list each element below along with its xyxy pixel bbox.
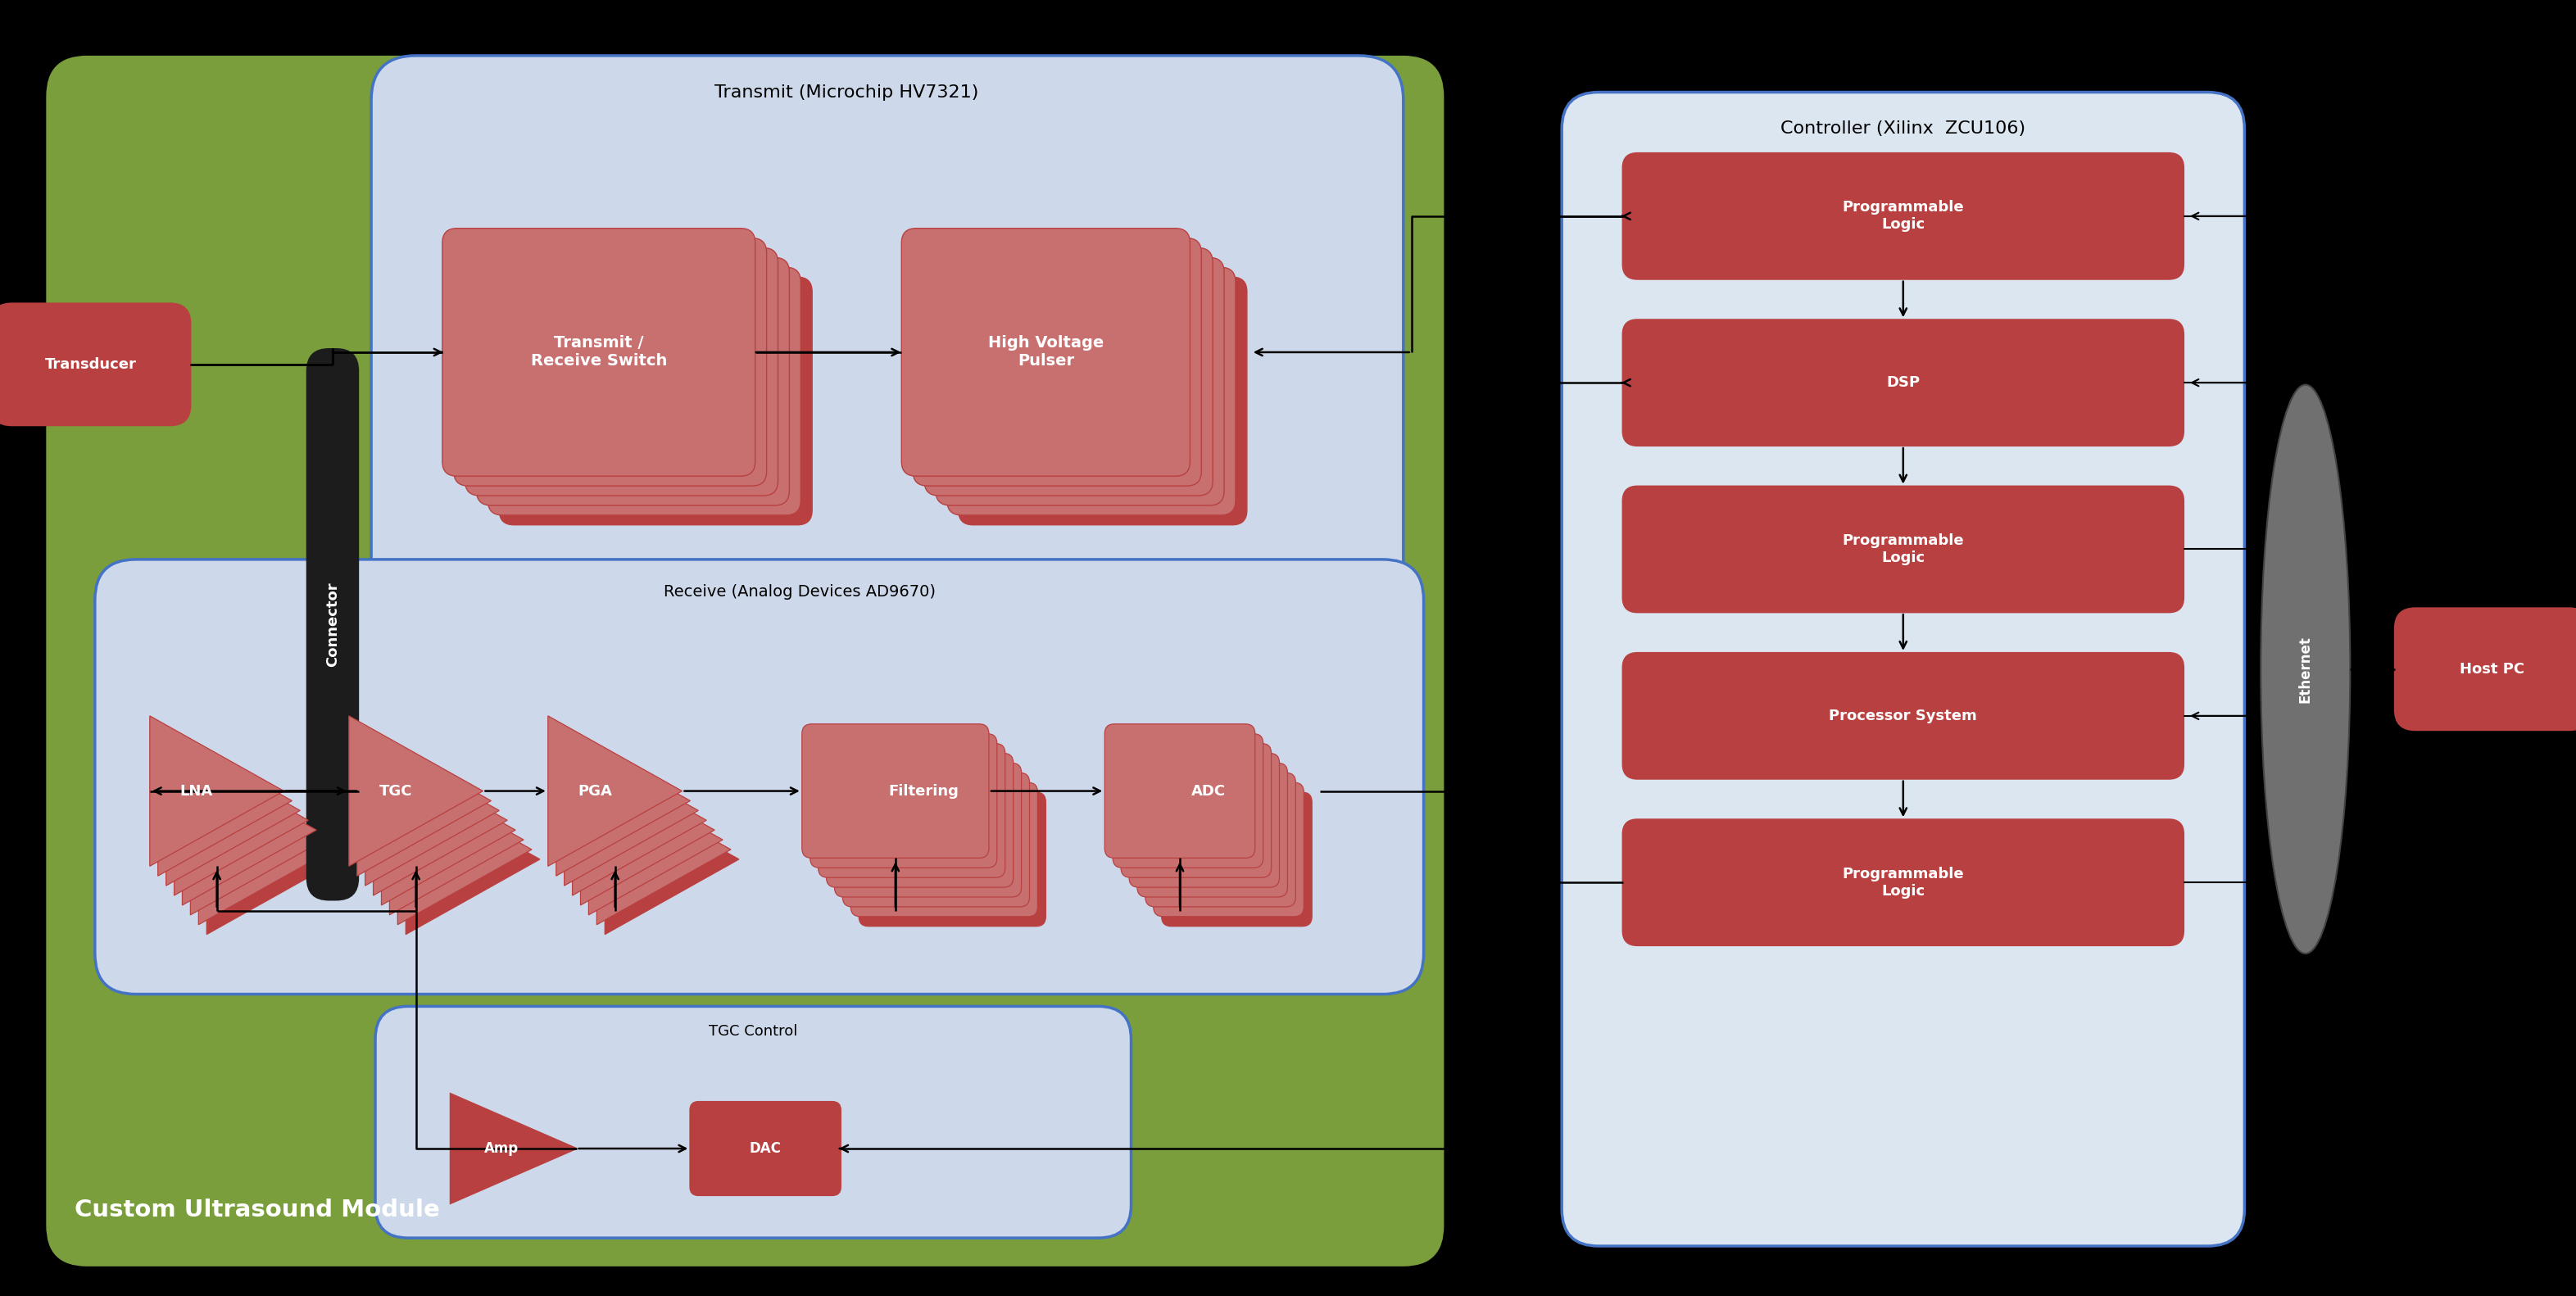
FancyBboxPatch shape bbox=[835, 763, 1023, 897]
Text: ADC: ADC bbox=[1190, 784, 1226, 798]
Polygon shape bbox=[397, 774, 531, 924]
Text: TGC Control: TGC Control bbox=[708, 1024, 799, 1039]
FancyBboxPatch shape bbox=[850, 783, 1038, 916]
FancyBboxPatch shape bbox=[935, 258, 1224, 505]
FancyBboxPatch shape bbox=[466, 248, 778, 495]
Text: Programmable
Logic: Programmable Logic bbox=[1842, 534, 1963, 565]
FancyBboxPatch shape bbox=[842, 772, 1030, 907]
FancyBboxPatch shape bbox=[1121, 744, 1273, 877]
Text: Programmable
Logic: Programmable Logic bbox=[1842, 867, 1963, 898]
FancyBboxPatch shape bbox=[371, 56, 1404, 617]
Text: Filtering: Filtering bbox=[889, 784, 958, 798]
Text: Amp: Amp bbox=[484, 1142, 518, 1156]
FancyBboxPatch shape bbox=[1561, 92, 2244, 1245]
FancyBboxPatch shape bbox=[1128, 753, 1280, 888]
Text: PGA: PGA bbox=[577, 784, 613, 798]
Text: Custom Ultrasound Module: Custom Ultrasound Module bbox=[75, 1199, 440, 1222]
Polygon shape bbox=[348, 715, 482, 866]
Polygon shape bbox=[183, 754, 317, 905]
FancyBboxPatch shape bbox=[453, 238, 768, 486]
FancyBboxPatch shape bbox=[801, 724, 989, 858]
FancyBboxPatch shape bbox=[2396, 608, 2576, 730]
FancyBboxPatch shape bbox=[477, 258, 788, 505]
Text: Connector: Connector bbox=[325, 582, 340, 667]
FancyBboxPatch shape bbox=[1623, 819, 2184, 945]
Polygon shape bbox=[157, 726, 291, 876]
Polygon shape bbox=[206, 784, 340, 934]
FancyBboxPatch shape bbox=[0, 303, 191, 425]
Text: Processor System: Processor System bbox=[1829, 709, 1978, 723]
Polygon shape bbox=[605, 784, 739, 934]
Polygon shape bbox=[381, 754, 515, 905]
Text: DAC: DAC bbox=[750, 1142, 781, 1156]
FancyBboxPatch shape bbox=[1136, 763, 1288, 897]
Text: Transmit /
Receive Switch: Transmit / Receive Switch bbox=[531, 336, 667, 369]
Polygon shape bbox=[389, 765, 523, 915]
FancyBboxPatch shape bbox=[46, 56, 1445, 1266]
FancyBboxPatch shape bbox=[902, 228, 1190, 476]
FancyBboxPatch shape bbox=[809, 734, 997, 868]
Text: DSP: DSP bbox=[1886, 376, 1919, 390]
FancyBboxPatch shape bbox=[95, 560, 1425, 994]
Polygon shape bbox=[572, 745, 706, 896]
Polygon shape bbox=[191, 765, 325, 915]
FancyBboxPatch shape bbox=[958, 277, 1247, 525]
FancyBboxPatch shape bbox=[858, 792, 1046, 927]
Text: Receive (Analog Devices AD9670): Receive (Analog Devices AD9670) bbox=[665, 583, 935, 599]
FancyBboxPatch shape bbox=[827, 753, 1012, 888]
FancyBboxPatch shape bbox=[1623, 486, 2184, 612]
Text: Controller (Xilinx  ZCU106): Controller (Xilinx ZCU106) bbox=[1780, 121, 2025, 137]
Text: Transducer: Transducer bbox=[44, 356, 137, 372]
FancyBboxPatch shape bbox=[443, 228, 755, 476]
Text: Host PC: Host PC bbox=[2460, 662, 2524, 677]
FancyBboxPatch shape bbox=[912, 238, 1200, 486]
FancyBboxPatch shape bbox=[819, 744, 1005, 877]
Polygon shape bbox=[366, 735, 500, 885]
FancyBboxPatch shape bbox=[376, 1007, 1131, 1238]
FancyBboxPatch shape bbox=[500, 277, 811, 525]
FancyBboxPatch shape bbox=[1154, 783, 1303, 916]
Polygon shape bbox=[165, 735, 301, 885]
Text: TGC: TGC bbox=[379, 784, 412, 798]
FancyBboxPatch shape bbox=[690, 1102, 840, 1195]
FancyBboxPatch shape bbox=[1146, 772, 1296, 907]
Polygon shape bbox=[149, 715, 283, 866]
Polygon shape bbox=[580, 754, 714, 905]
Polygon shape bbox=[556, 726, 690, 876]
Polygon shape bbox=[358, 726, 492, 876]
FancyBboxPatch shape bbox=[487, 267, 801, 515]
FancyBboxPatch shape bbox=[948, 267, 1236, 515]
FancyBboxPatch shape bbox=[925, 248, 1213, 495]
Polygon shape bbox=[374, 745, 507, 896]
FancyBboxPatch shape bbox=[1623, 153, 2184, 279]
Text: High Voltage
Pulser: High Voltage Pulser bbox=[989, 336, 1103, 369]
Polygon shape bbox=[590, 765, 724, 915]
Text: Transmit (Microchip HV7321): Transmit (Microchip HV7321) bbox=[714, 84, 979, 101]
Text: LNA: LNA bbox=[180, 784, 214, 798]
FancyBboxPatch shape bbox=[1113, 734, 1262, 868]
FancyBboxPatch shape bbox=[1162, 792, 1311, 927]
Polygon shape bbox=[407, 784, 541, 934]
Polygon shape bbox=[598, 774, 732, 924]
Polygon shape bbox=[451, 1094, 577, 1204]
FancyBboxPatch shape bbox=[1623, 653, 2184, 779]
Polygon shape bbox=[175, 745, 309, 896]
FancyBboxPatch shape bbox=[1623, 320, 2184, 446]
FancyBboxPatch shape bbox=[307, 349, 358, 901]
FancyBboxPatch shape bbox=[1105, 724, 1255, 858]
Polygon shape bbox=[549, 715, 683, 866]
Polygon shape bbox=[564, 735, 698, 885]
Polygon shape bbox=[198, 774, 332, 924]
Text: Programmable
Logic: Programmable Logic bbox=[1842, 200, 1963, 232]
Ellipse shape bbox=[2262, 385, 2349, 954]
Text: Ethernet: Ethernet bbox=[2298, 635, 2313, 702]
